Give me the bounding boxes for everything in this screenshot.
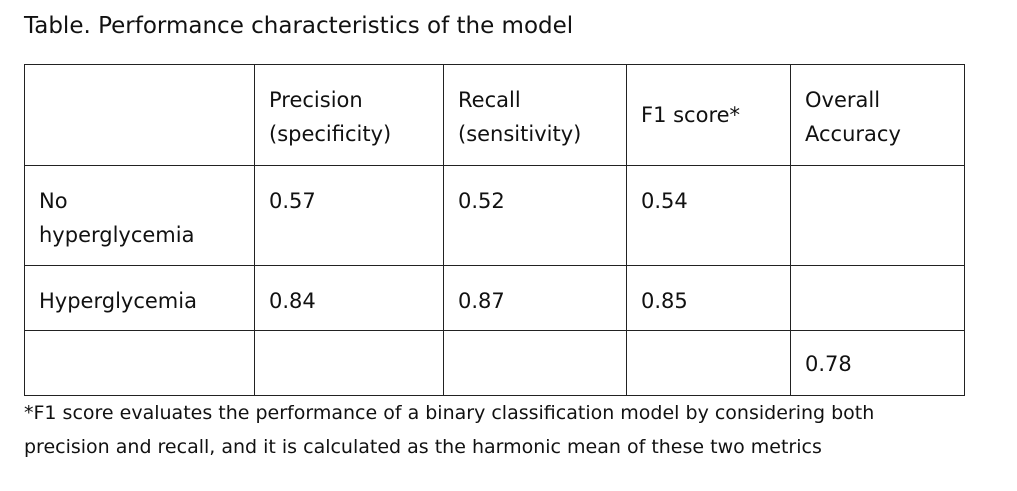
precision-cell: 0.57 — [254, 165, 444, 266]
row-label-line2: hyperglycemia — [39, 223, 195, 247]
table-row-overall: 0.78 — [24, 330, 965, 396]
overall-accuracy-cell — [790, 265, 965, 331]
footnote-line1: *F1 score evaluates the performance of a… — [24, 402, 875, 424]
f1-cell — [626, 330, 791, 396]
performance-table: Precision (specificity) Recall (sensitiv… — [24, 64, 965, 396]
overall-accuracy-cell — [790, 165, 965, 266]
row-label-cell — [24, 330, 255, 396]
header-overall-accuracy: Overall Accuracy — [790, 64, 965, 166]
row-label-line1: No — [39, 189, 68, 213]
recall-cell: 0.87 — [443, 265, 627, 331]
table-caption: Table. Performance characteristics of th… — [24, 13, 574, 39]
header-recall-line2: (sensitivity) — [458, 122, 582, 146]
header-precision-line1: Precision — [269, 88, 363, 112]
f1-cell: 0.85 — [626, 265, 791, 331]
header-f1-score: F1 score* — [626, 64, 791, 166]
overall-accuracy-cell: 0.78 — [790, 330, 965, 396]
footnote-line2: precision and recall, and it is calculat… — [24, 436, 822, 458]
table-row-no-hyperglycemia: No hyperglycemia 0.57 0.52 0.54 — [24, 165, 965, 266]
recall-cell — [443, 330, 627, 396]
header-precision-line2: (specificity) — [269, 122, 392, 146]
row-label-cell: Hyperglycemia — [24, 265, 255, 331]
header-recall: Recall (sensitivity) — [443, 64, 627, 166]
recall-cell: 0.52 — [443, 165, 627, 266]
table-row-hyperglycemia: Hyperglycemia 0.84 0.87 0.85 — [24, 265, 965, 331]
row-label-line1: Hyperglycemia — [39, 289, 197, 313]
footnote: *F1 score evaluates the performance of a… — [24, 396, 1004, 464]
precision-cell: 0.84 — [254, 265, 444, 331]
header-overall-line2: Accuracy — [805, 122, 901, 146]
row-label-cell: No hyperglycemia — [24, 165, 255, 266]
header-f1-label: F1 score* — [641, 103, 741, 127]
header-overall-line1: Overall — [805, 88, 881, 112]
table-header-row: Precision (specificity) Recall (sensitiv… — [24, 64, 965, 166]
f1-cell: 0.54 — [626, 165, 791, 266]
precision-cell — [254, 330, 444, 396]
header-blank-cell — [24, 64, 255, 166]
header-precision: Precision (specificity) — [254, 64, 444, 166]
header-recall-line1: Recall — [458, 88, 521, 112]
